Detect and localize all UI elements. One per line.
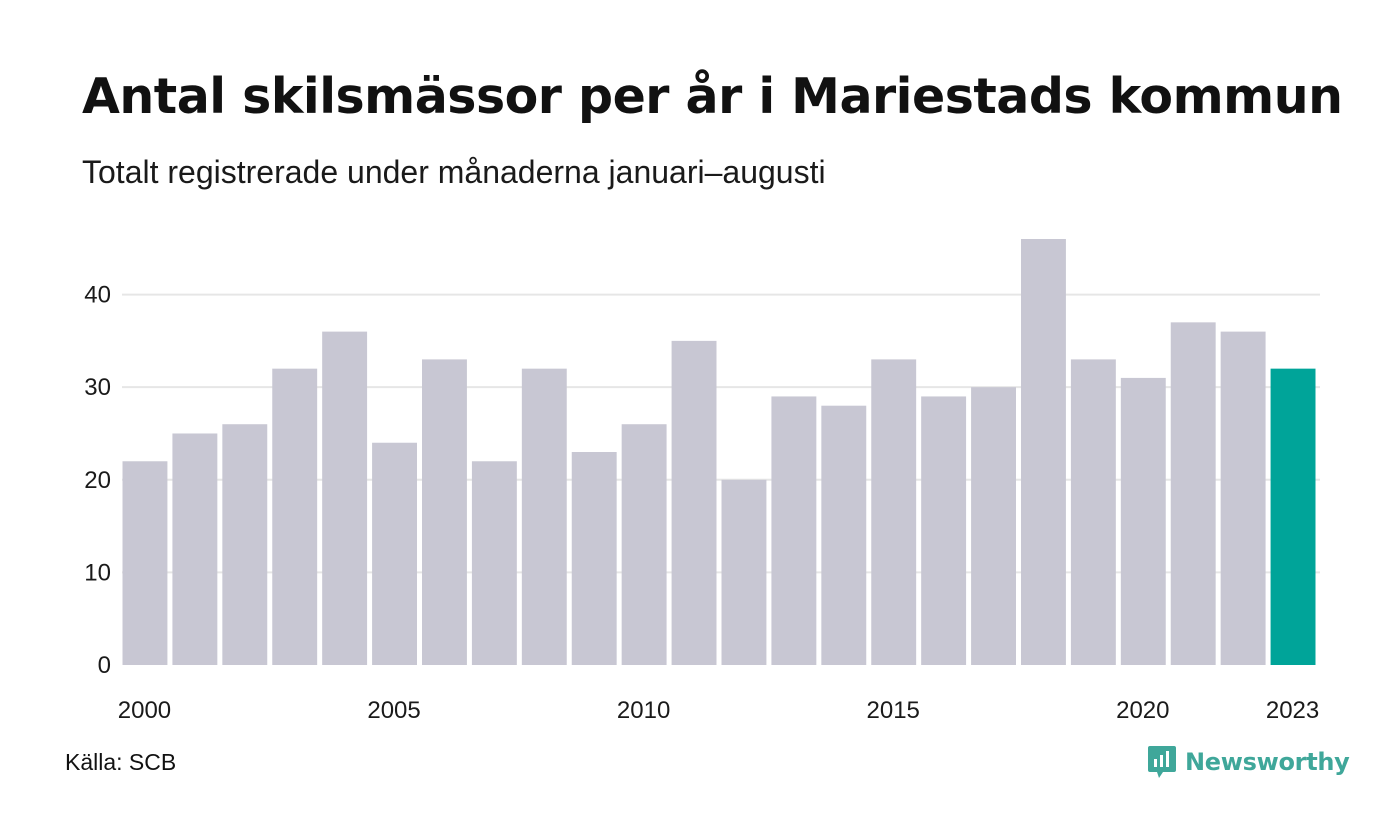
bar-2016 <box>921 396 967 665</box>
bar-2003 <box>272 368 318 665</box>
bar-2002 <box>222 424 268 665</box>
bars <box>122 239 1316 665</box>
brand-logo: Newsworthy <box>1147 742 1350 782</box>
bar-2011 <box>671 340 717 665</box>
y-tick-label: 30 <box>84 374 111 401</box>
x-tick-label: 2015 <box>867 697 920 724</box>
bar-2018 <box>1021 239 1066 665</box>
bar-2023 <box>1270 368 1316 665</box>
bar-2006 <box>422 359 467 665</box>
bar-2004 <box>322 331 368 665</box>
bar-2020 <box>1120 377 1166 665</box>
bar-2005 <box>372 442 417 665</box>
bar-chart: 0 10 20 30 40 2000 2005 2010 2015 2020 2023 <box>84 239 1320 724</box>
bar-2013 <box>771 396 817 665</box>
bar-2010 <box>621 424 667 665</box>
x-axis-ticks: 2000 2005 2010 2015 2020 2023 <box>118 697 1319 724</box>
x-tick-label: 2023 <box>1266 697 1319 724</box>
bar-2008 <box>521 368 567 665</box>
bar-2014 <box>821 405 867 665</box>
chart-title: Antal skilsmässor per år i Mariestads ko… <box>82 68 1343 125</box>
y-tick-label: 40 <box>84 282 111 309</box>
x-tick-label: 2020 <box>1116 697 1169 724</box>
bar-2009 <box>571 452 617 665</box>
x-tick-label: 2010 <box>617 697 670 724</box>
y-tick-label: 10 <box>84 559 111 586</box>
bar-2015 <box>871 359 917 665</box>
newsworthy-logo-icon <box>1148 746 1176 778</box>
brand-name: Newsworthy <box>1185 748 1350 776</box>
bar-2000 <box>122 461 168 665</box>
y-tick-label: 20 <box>84 467 111 494</box>
y-tick-label: 0 <box>98 652 111 679</box>
bar-2007 <box>471 461 517 665</box>
chart-subtitle: Totalt registrerade under månaderna janu… <box>82 154 826 190</box>
bar-2001 <box>172 433 218 665</box>
x-tick-label: 2000 <box>118 697 171 724</box>
x-tick-label: 2005 <box>367 697 420 724</box>
y-axis-ticks: 0 10 20 30 40 <box>84 282 111 679</box>
bar-2022 <box>1220 331 1266 665</box>
gridlines <box>122 293 1320 574</box>
bar-2012 <box>721 479 767 665</box>
bar-2021 <box>1170 322 1216 665</box>
source-note: Källa: SCB <box>65 749 177 775</box>
bar-2019 <box>1070 359 1116 665</box>
bar-2017 <box>971 387 1016 665</box>
